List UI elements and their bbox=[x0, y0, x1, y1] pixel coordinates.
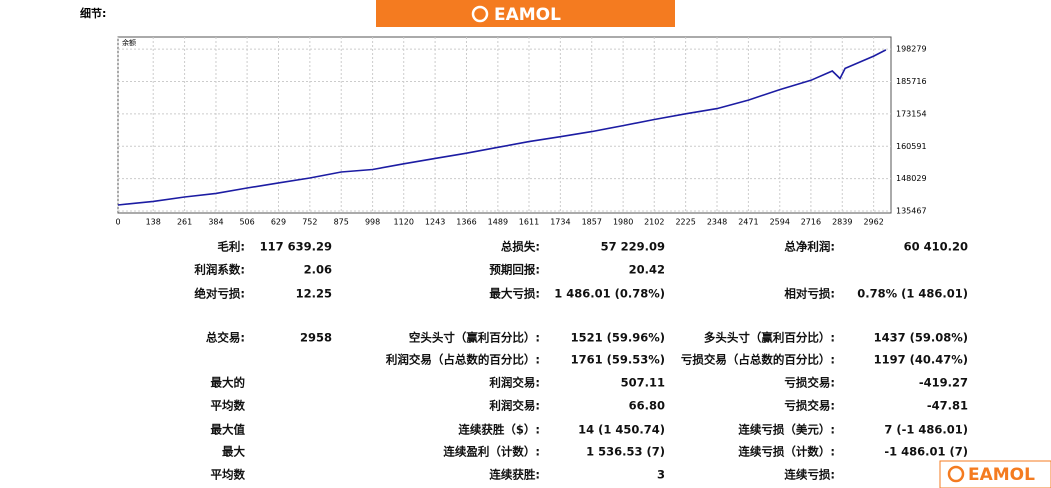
x-tick-label: 1980 bbox=[613, 218, 633, 227]
stat-value: 3 bbox=[657, 468, 665, 482]
logo-badge bbox=[939, 460, 1051, 488]
x-tick-label: 2962 bbox=[863, 218, 883, 227]
y-tick-label: 173154 bbox=[896, 109, 927, 118]
stat-value: -1 486.01 (7) bbox=[884, 445, 968, 459]
x-tick-label: 2716 bbox=[801, 218, 821, 227]
stat-label: 总交易: bbox=[206, 331, 245, 345]
chart-frame bbox=[117, 36, 892, 214]
x-tick-label: 1857 bbox=[582, 218, 602, 227]
x-tick-label: 875 bbox=[334, 218, 349, 227]
header-title: 细节: bbox=[80, 6, 106, 20]
y-tick-label: 160591 bbox=[896, 142, 927, 151]
stat-label: 总损失: bbox=[501, 240, 540, 254]
stat-label: 连续盈利（计数）: bbox=[443, 445, 540, 459]
x-tick-label: 2225 bbox=[675, 218, 695, 227]
stat-label: 利润交易: bbox=[488, 399, 540, 413]
x-tick-label: 1734 bbox=[550, 218, 570, 227]
stat-label: 利润系数: bbox=[193, 263, 245, 277]
x-tick-label: 998 bbox=[365, 218, 380, 227]
stat-value: 2.06 bbox=[304, 263, 332, 277]
stat-value: 12.25 bbox=[296, 287, 332, 301]
stat-label: 多头头寸（赢利百分比）: bbox=[704, 331, 835, 345]
stat-label: 亏损交易（占总数的百分比）: bbox=[681, 353, 835, 367]
x-tick-label: 2839 bbox=[832, 218, 852, 227]
x-tick-label: 2102 bbox=[644, 218, 664, 227]
stat-value: 60 410.20 bbox=[904, 240, 968, 254]
logo-icon bbox=[947, 465, 965, 483]
logo-icon bbox=[471, 5, 489, 23]
stat-label: 最大的 bbox=[211, 376, 246, 390]
stat-value: 117 639.29 bbox=[260, 240, 332, 254]
x-tick-label: 384 bbox=[208, 218, 223, 227]
stat-value: 507.11 bbox=[621, 376, 665, 390]
stat-label: 空头头寸（赢利百分比）: bbox=[409, 331, 540, 345]
stat-label: 连续获胜（$）: bbox=[458, 423, 540, 437]
logo-banner bbox=[376, 0, 675, 27]
x-tick-label: 1366 bbox=[456, 218, 476, 227]
stat-value: 1761 (59.53%) bbox=[571, 353, 665, 367]
stat-value: 1 486.01 (0.78%) bbox=[554, 287, 665, 301]
stat-label: 最大值 bbox=[211, 423, 246, 437]
stat-label: 利润交易（占总数的百分比）: bbox=[385, 353, 540, 367]
y-tick-label: 198279 bbox=[896, 45, 927, 54]
stat-value: 20.42 bbox=[629, 263, 665, 277]
x-tick-label: 752 bbox=[302, 218, 317, 227]
stat-label: 平均数 bbox=[211, 399, 246, 413]
stat-label: 最大 bbox=[222, 445, 245, 459]
stat-label: 预期回报: bbox=[489, 263, 540, 277]
x-tick-label: 261 bbox=[177, 218, 192, 227]
stat-label: 最大亏损: bbox=[489, 287, 540, 301]
stat-label: 利润交易: bbox=[488, 376, 540, 390]
x-tick-label: 1611 bbox=[519, 218, 539, 227]
stat-value: 2958 bbox=[300, 331, 332, 345]
y-tick-label: 148029 bbox=[896, 174, 927, 183]
stat-label: 毛利: bbox=[217, 240, 245, 254]
x-tick-label: 506 bbox=[239, 218, 254, 227]
x-tick-label: 2471 bbox=[738, 218, 758, 227]
stat-value: 1521 (59.96%) bbox=[571, 331, 665, 345]
stat-label: 亏损交易: bbox=[784, 399, 835, 413]
y-tick-label: 135467 bbox=[896, 207, 927, 216]
y-tick-label: 185716 bbox=[896, 77, 927, 86]
stat-value: -47.81 bbox=[927, 399, 968, 413]
series-label: 余额 bbox=[122, 38, 136, 47]
x-tick-label: 1489 bbox=[488, 218, 508, 227]
x-tick-label: 1120 bbox=[394, 218, 414, 227]
stat-value: -419.27 bbox=[919, 376, 968, 390]
stat-value: 66.80 bbox=[629, 399, 665, 413]
stat-label: 相对亏损: bbox=[784, 287, 835, 301]
x-tick-label: 138 bbox=[146, 218, 161, 227]
stat-value: 1437 (59.08%) bbox=[874, 331, 968, 345]
stat-value: 1197 (40.47%) bbox=[874, 353, 968, 367]
stat-label: 亏损交易: bbox=[784, 376, 835, 390]
stat-value: 57 229.09 bbox=[601, 240, 665, 254]
balance-line bbox=[117, 49, 887, 206]
stat-value: 7 (-1 486.01) bbox=[884, 423, 968, 437]
stat-label: 连续亏损（美元）: bbox=[738, 423, 835, 437]
stat-label: 绝对亏损: bbox=[194, 287, 245, 301]
x-tick-label: 0 bbox=[115, 218, 120, 227]
stat-value: 0.78% (1 486.01) bbox=[857, 287, 968, 301]
x-tick-label: 2348 bbox=[707, 218, 727, 227]
stat-value: 1 536.53 (7) bbox=[586, 445, 665, 459]
x-tick-label: 629 bbox=[271, 218, 286, 227]
stat-label: 连续亏损（计数）: bbox=[738, 445, 835, 459]
stat-label: 平均数 bbox=[211, 468, 246, 482]
stat-label: 连续亏损: bbox=[784, 468, 835, 482]
stat-label: 连续获胜: bbox=[489, 468, 540, 482]
logo-text: EAMOL bbox=[968, 465, 1035, 485]
stat-label: 总净利润: bbox=[784, 240, 835, 254]
x-tick-label: 1243 bbox=[425, 218, 445, 227]
stat-value: 14 (1 450.74) bbox=[578, 423, 665, 437]
x-tick-label: 2594 bbox=[770, 218, 790, 227]
logo-text: EAMOL bbox=[494, 5, 561, 25]
